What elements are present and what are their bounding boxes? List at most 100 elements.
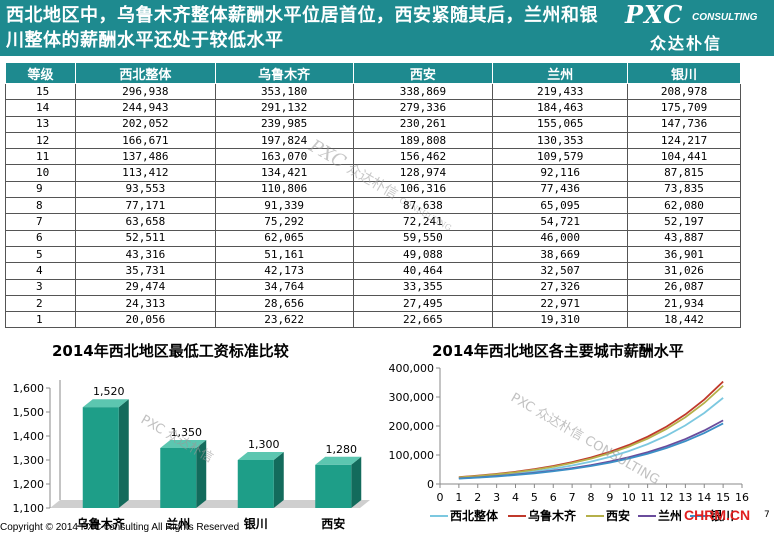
cell-value: 184,463 <box>492 99 629 117</box>
cell-value: 54,721 <box>492 213 629 231</box>
bar <box>160 448 197 508</box>
cell-level: 6 <box>5 229 76 247</box>
cell-value: 104,441 <box>627 148 741 166</box>
cell-value: 156,462 <box>352 148 494 166</box>
cell-value: 239,985 <box>214 115 354 133</box>
legend-label: 西安 <box>606 508 630 523</box>
cell-value: 42,173 <box>214 262 354 280</box>
cell-value: 87,815 <box>627 164 741 182</box>
table-row: 12 166,671 197,824 189,808 130,353 124,217 <box>5 131 741 150</box>
bar-value-label: 1,350 <box>171 426 203 439</box>
bar-top <box>237 452 284 460</box>
bar-chart-title: 2014年西北地区最低工资标准比较 <box>52 342 289 360</box>
cell-value: 27,495 <box>352 294 494 313</box>
cell-value: 43,316 <box>74 245 216 264</box>
table-row: 7 63,658 75,292 72,241 54,721 52,197 <box>5 213 741 231</box>
cell-value: 43,887 <box>627 229 741 247</box>
table-row: 11 137,486 163,070 156,462 109,579 104,441 <box>5 148 741 166</box>
y-tick-label: 300,000 <box>389 391 435 404</box>
table-row: 9 93,553 110,806 106,316 77,436 73,835 <box>5 180 741 199</box>
x-tick-label: 16 <box>735 491 749 504</box>
header-lanzhou: 兰州 <box>492 62 629 84</box>
cell-value: 31,026 <box>627 262 741 280</box>
header-northwest: 西北整体 <box>74 62 216 84</box>
cell-value: 23,622 <box>214 311 354 329</box>
bar-value-label: 1,300 <box>248 438 280 451</box>
logo-consulting: CONSULTING <box>692 12 758 23</box>
site-watermark: CHRM.CN <box>684 507 751 523</box>
cell-level: 4 <box>5 262 76 280</box>
table-row: 4 35,731 42,173 40,464 32,507 31,026 <box>5 262 741 280</box>
cell-value: 77,171 <box>74 197 216 215</box>
cell-value: 33,355 <box>352 278 494 296</box>
cell-value: 189,808 <box>352 131 494 150</box>
cell-value: 52,511 <box>74 229 216 247</box>
logo-pxc: PXC <box>625 0 684 29</box>
cell-value: 163,070 <box>214 148 354 166</box>
copyright-text: Copyright © 2014 PXC consulting All Righ… <box>0 522 240 533</box>
table-row: 1 20,056 23,622 22,665 19,310 18,442 <box>5 311 741 329</box>
cell-value: 20,056 <box>74 311 216 329</box>
cell-value: 155,065 <box>492 115 629 133</box>
cell-value: 40,464 <box>352 262 494 280</box>
header-bar: 西北地区中，乌鲁木齐整体薪酬水平位居首位，西安紧随其后，兰州和银川整体的薪酬水平… <box>0 0 774 56</box>
cell-level: 3 <box>5 278 76 296</box>
table-body: 15 296,938 353,180 338,869 219,433 208,978 14 2… <box>5 82 741 329</box>
cell-level: 13 <box>5 115 76 133</box>
legend-label: 银川 <box>710 508 734 523</box>
header-urumqi: 乌鲁木齐 <box>214 62 354 84</box>
x-tick-label: 10 <box>622 491 636 504</box>
cell-value: 75,292 <box>214 213 354 231</box>
bar <box>82 407 119 508</box>
x-tick-label: 1 <box>455 491 462 504</box>
slide-title: 西北地区中，乌鲁木齐整体薪酬水平位居首位，西安紧随其后，兰州和银川整体的薪酬水平… <box>6 5 598 51</box>
y-tick-label: 1,500 <box>13 406 45 419</box>
cell-value: 65,095 <box>492 197 629 215</box>
legend-label: 乌鲁木齐 <box>528 508 577 523</box>
x-tick-label: 13 <box>678 491 692 504</box>
x-category-label: 乌鲁木齐 <box>77 516 126 531</box>
cell-level: 9 <box>5 180 76 199</box>
cell-value: 147,736 <box>627 115 741 133</box>
cell-value: 130,353 <box>492 131 629 150</box>
x-tick-label: 4 <box>512 491 519 504</box>
x-category-label: 西安 <box>321 516 345 531</box>
cell-value: 24,313 <box>74 294 216 313</box>
x-tick-label: 6 <box>550 491 557 504</box>
table-row: 14 244,943 291,132 279,336 184,463 175,709 <box>5 99 741 117</box>
cell-value: 110,806 <box>214 180 354 199</box>
cell-value: 124,217 <box>627 131 741 150</box>
salary-table: 等级 西北整体 乌鲁木齐 西安 兰州 银川 15 296,938 353,180 33… <box>5 62 741 329</box>
cell-value: 73,835 <box>627 180 741 199</box>
y-tick-label: 0 <box>427 478 434 491</box>
cell-value: 26,087 <box>627 278 741 296</box>
x-tick-label: 15 <box>716 491 730 504</box>
cell-value: 32,507 <box>492 262 629 280</box>
cell-value: 137,486 <box>74 148 216 166</box>
cell-value: 353,180 <box>214 82 354 101</box>
x-tick-label: 7 <box>569 491 576 504</box>
bar <box>315 464 352 508</box>
x-tick-label: 11 <box>641 491 655 504</box>
logo-chinese: 众达朴信 <box>650 34 723 53</box>
cell-value: 35,731 <box>74 262 216 280</box>
cell-level: 8 <box>5 197 76 215</box>
cell-value: 134,421 <box>214 164 354 182</box>
cell-value: 202,052 <box>74 115 216 133</box>
y-tick-label: 1,600 <box>13 382 45 395</box>
cell-value: 109,579 <box>492 148 629 166</box>
cell-level: 10 <box>5 164 76 182</box>
page-number: 7 <box>764 510 770 520</box>
cell-value: 296,938 <box>74 82 216 101</box>
cell-value: 51,161 <box>214 245 354 264</box>
cell-value: 22,971 <box>492 294 629 313</box>
cell-value: 113,412 <box>74 164 216 182</box>
cell-value: 128,974 <box>352 164 494 182</box>
y-tick-label: 200,000 <box>389 420 435 433</box>
cell-value: 338,869 <box>352 82 494 101</box>
cell-value: 52,197 <box>627 213 741 231</box>
cell-value: 28,656 <box>214 294 354 313</box>
cell-value: 34,764 <box>214 278 354 296</box>
min-wage-bar-chart: 1,100 1,200 1,300 1,400 1,500 1,600 1,520 乌鲁木齐 1… <box>13 380 370 531</box>
